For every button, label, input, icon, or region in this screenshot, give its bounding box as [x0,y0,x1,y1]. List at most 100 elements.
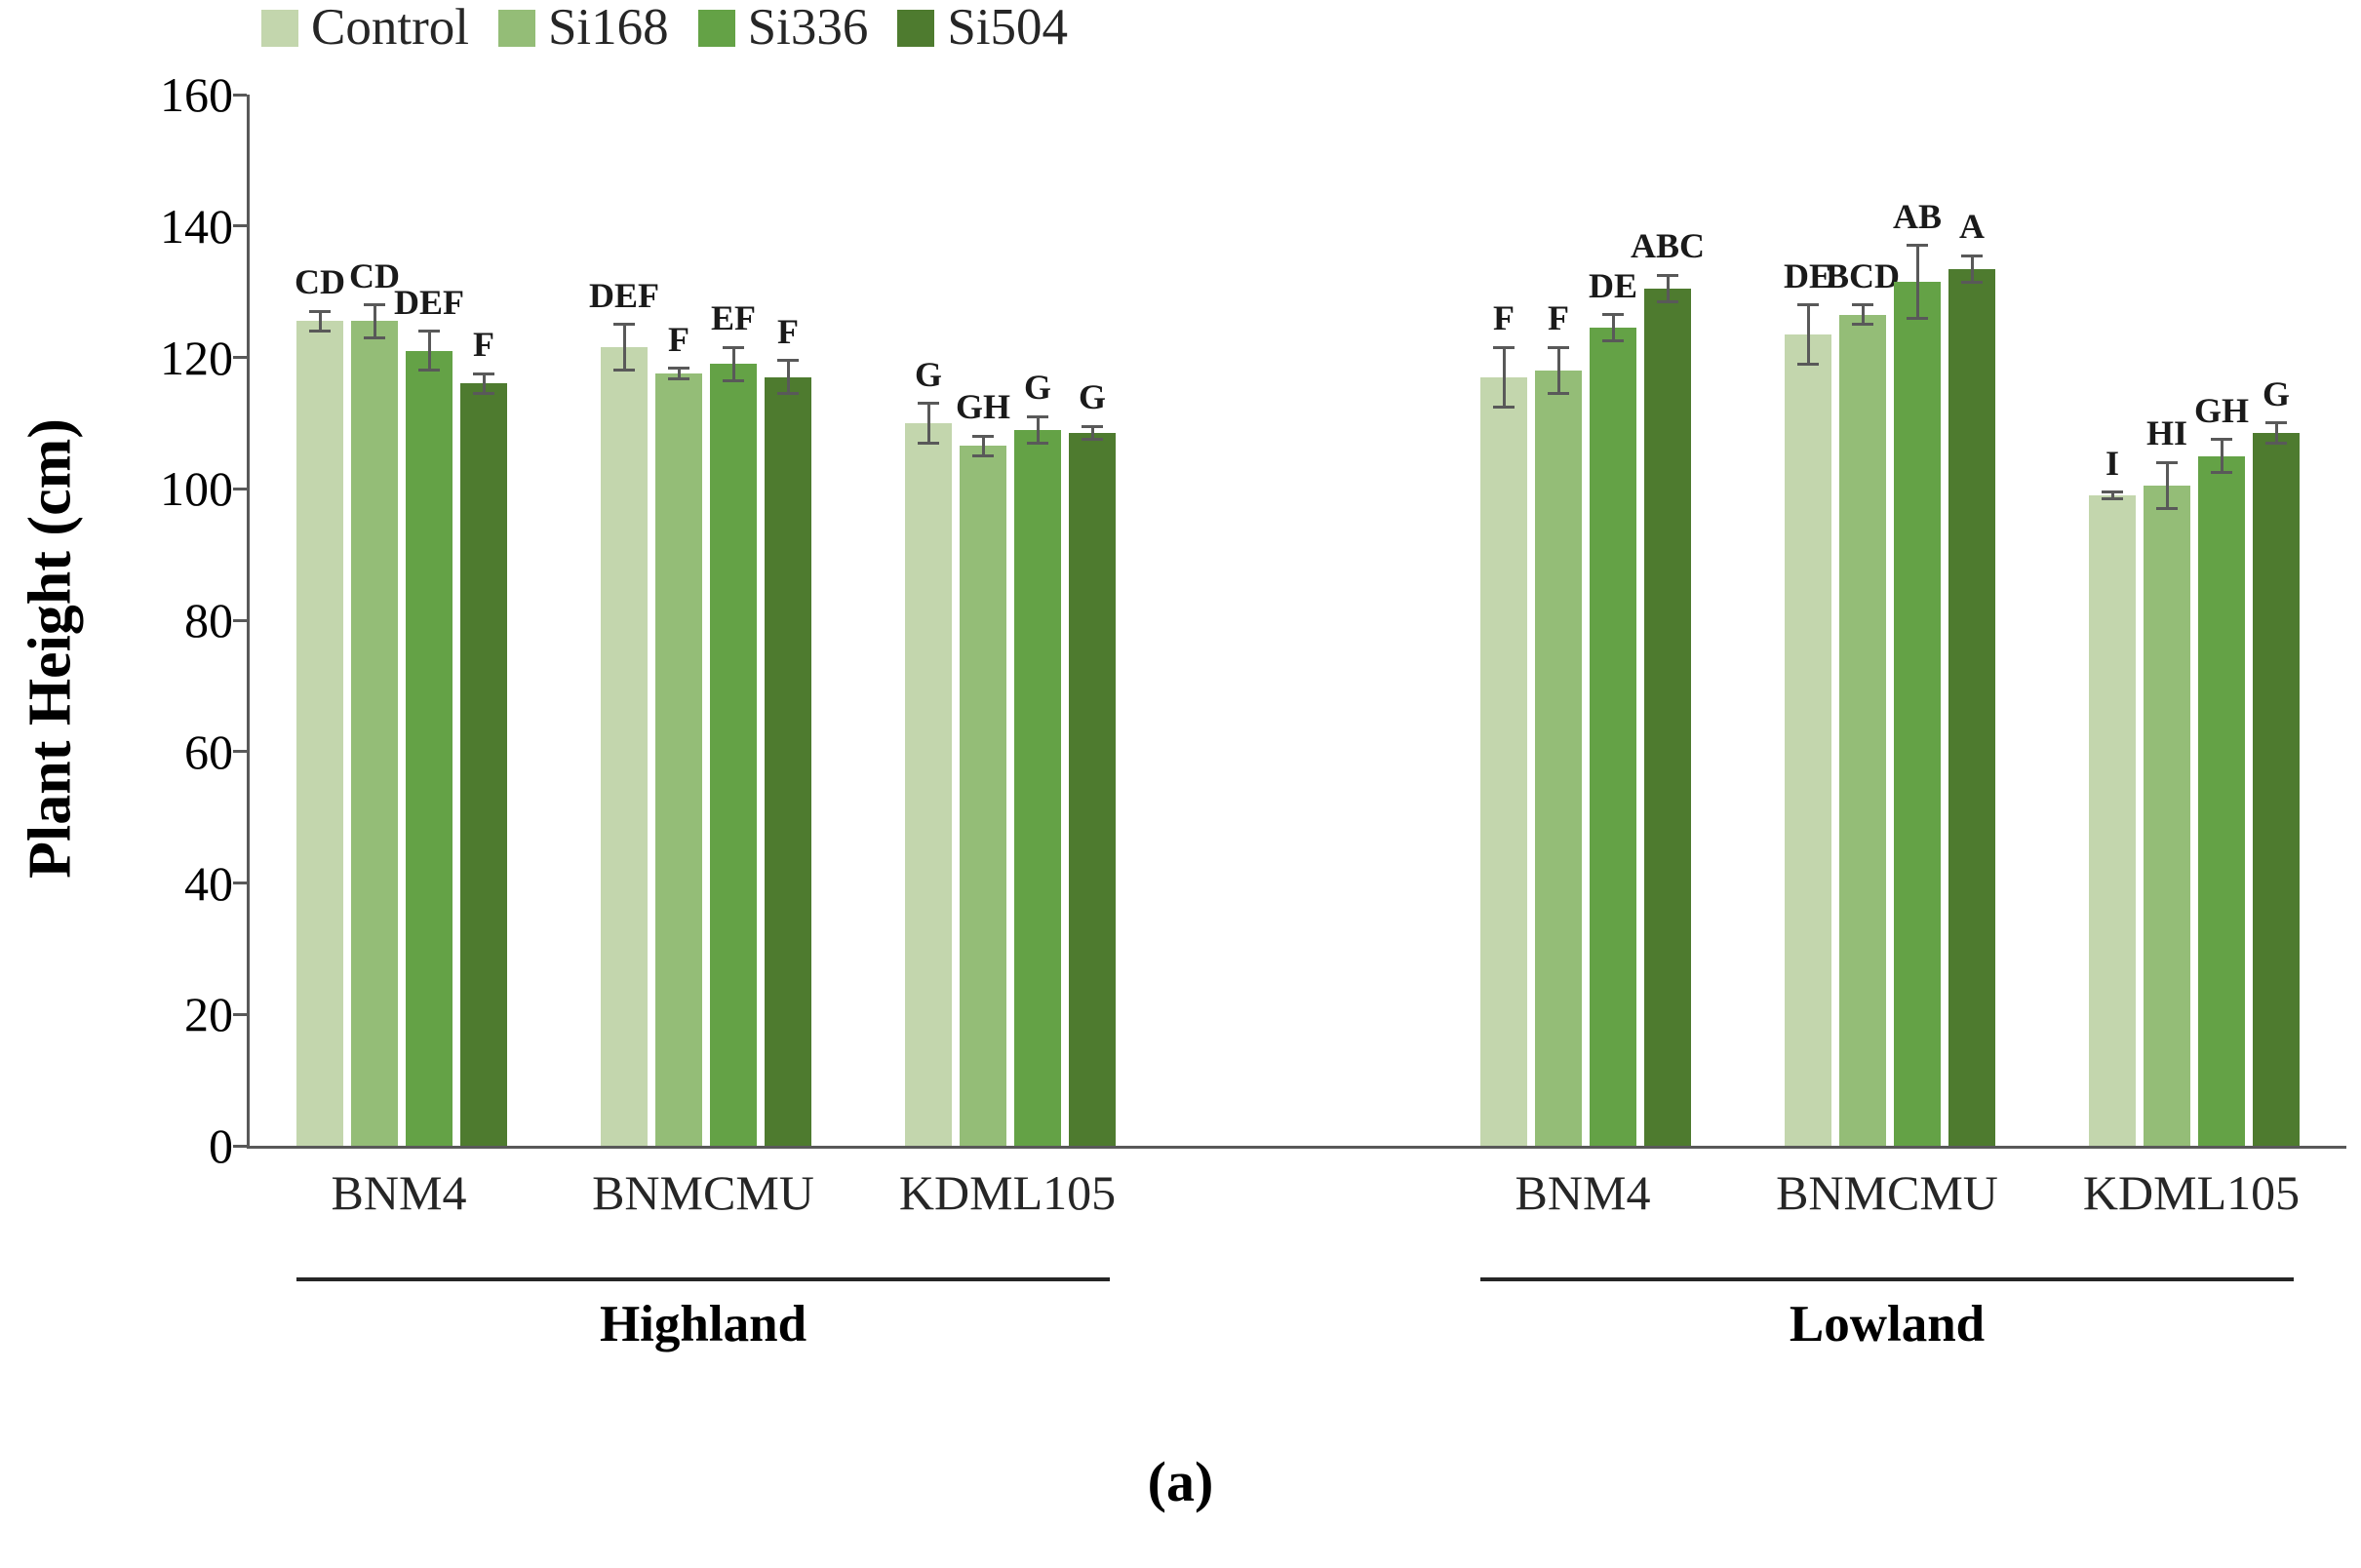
significance-letter: G [1078,377,1107,417]
error-bar-cap-top [1548,345,1569,349]
y-tick-label: 80 [184,593,233,647]
error-bar-cap-bottom [2211,470,2232,474]
error-bar-line [622,324,626,371]
error-bar-cap-top [613,323,635,327]
bar-cell: F [1535,95,1582,1146]
y-tick-label: 120 [160,330,233,385]
error-bar-cap-top [668,367,689,371]
bar-cell: G [2253,95,2300,1146]
section-underline [296,1277,1110,1281]
legend-label: Si168 [547,0,669,56]
error-bar-line [318,311,322,332]
significance-letter: DEF [589,275,659,315]
bar-cell: G [1069,95,1116,1146]
error-bar-cap-bottom [1027,441,1048,445]
bar-cell: GH [956,95,1010,1146]
y-tick-mark [233,750,247,754]
error-bar-line [981,436,985,456]
significance-letter: CD [295,262,345,302]
significance-letter: DE [1783,255,1833,295]
error-bar-cap-top [1657,273,1678,277]
error-bar-cap-top [2211,438,2232,442]
y-tick-label: 60 [184,724,233,779]
bar-si168 [655,373,702,1146]
error-bar-cap-bottom [1082,438,1103,442]
error-bar-cap-top [1961,254,1983,257]
y-tick-mark [233,93,247,97]
bar-si336 [1014,429,1061,1146]
bar-si336 [406,350,453,1146]
bar-si336 [1894,282,1941,1146]
bar-cell: DEF [394,95,464,1146]
category-label-row: BNM4 BNMCMU KDML105 [1431,1162,2343,1223]
bar-cell: G [905,95,952,1146]
bar-cell: AB [1893,95,1942,1146]
error-bar-line [1970,255,1974,283]
error-bar-cap-bottom [1961,280,1983,284]
bar-cell: HI [2144,95,2190,1146]
error-bar-line [373,304,376,338]
bar-group-bnmcmu: DE BCD AB A [1783,95,1995,1146]
section-footer-lowland: BNM4 BNMCMU KDML105 Lowland [1431,1162,2343,1353]
bar-si336 [1590,328,1636,1146]
error-bar-cap-top [1797,303,1819,307]
error-bar-cap-bottom [2156,506,2178,510]
bar-si168 [1535,370,1582,1146]
significance-letter: CD [349,255,400,295]
x-category-label: BNMCMU [1776,1165,1998,1220]
bar-si168 [1839,314,1886,1146]
bar-cell: F [460,95,507,1146]
legend-swatch-icon [897,9,935,47]
bar-cell: F [765,95,811,1146]
significance-letter: F [1493,298,1515,338]
category-slot: DEF F EF F [554,95,858,1146]
significance-letter: BCD [1825,255,1901,295]
error-bar-cap-top [1602,313,1624,317]
significance-letter: HI [2145,413,2188,453]
significance-letter: DEF [394,282,464,322]
bar-cell: F [655,95,702,1146]
bar-si504 [765,376,811,1146]
y-tick-label: 40 [184,855,233,911]
legend-item: Si168 [497,0,669,56]
significance-letter: GH [955,387,1011,427]
legend: Control Si168 Si336 Si504 [261,2,1068,54]
error-bar-line [786,360,790,394]
error-bar-cap-top [2156,460,2178,464]
bar-si168 [960,446,1006,1146]
category-slot: I HI GH G [2042,95,2346,1146]
category-slot: CD CD DEF F [250,95,554,1146]
bars-container: CD CD DEF F DEF F EF F G GH G G F F DE ABC DE BCD AB A I HI GH… [250,95,2346,1146]
x-category-label: BNM4 [331,1165,467,1220]
legend-swatch-icon [697,9,735,47]
significance-letter: F [1548,298,1569,338]
error-bar-cap-bottom [777,392,799,396]
y-tick-mark [233,356,247,359]
error-bar-cap-bottom [1602,339,1624,343]
category-slot: DE BCD AB A [1738,95,2042,1146]
bar-cell: I [2089,95,2136,1146]
error-bar-cap-top [1082,424,1103,428]
bar-group-kdml105: G GH G G [905,95,1116,1146]
bar-cell: ABC [1631,95,1705,1146]
bar-control [296,321,343,1146]
bar-group-bnm4: CD CD DEF F [295,95,507,1146]
bar-cell: CD [295,95,345,1146]
bar-control [1480,376,1527,1146]
error-bar-line [677,368,681,379]
error-bar-cap-top [918,402,939,406]
bar-cell: F [1480,95,1527,1146]
error-bar-cap-bottom [918,441,939,445]
bar-si504 [1069,432,1116,1146]
significance-letter: F [777,311,799,351]
bar-si168 [2144,485,2190,1146]
error-bar-line [731,347,735,381]
bar-cell: A [1948,95,1995,1146]
error-bar-line [1502,347,1506,408]
error-bar-cap-bottom [473,392,494,396]
section-underline [1480,1277,2294,1281]
y-tick-mark [233,618,247,622]
error-bar-cap-bottom [1907,316,1928,320]
error-bar-cap-top [1852,303,1873,307]
error-bar-cap-bottom [723,378,744,382]
